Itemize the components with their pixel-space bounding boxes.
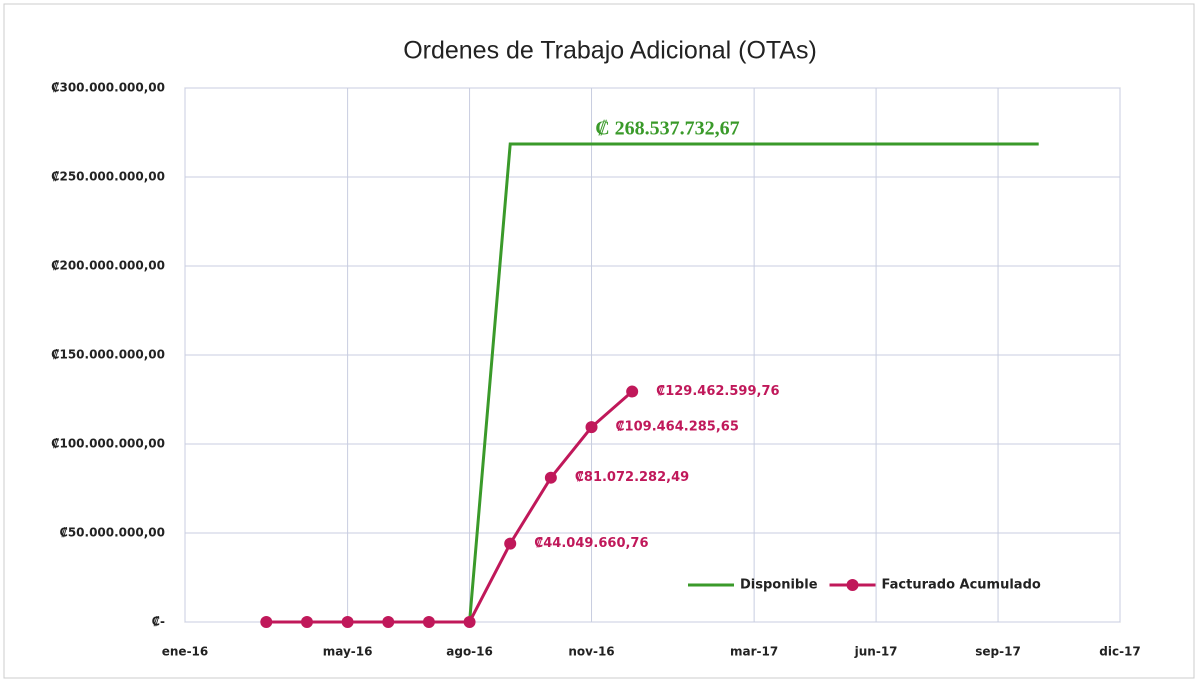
chart-title: Ordenes de Trabajo Adicional (OTAs) (403, 37, 817, 65)
point (260, 616, 273, 628)
x-tick-label: sep-17 (975, 645, 1021, 659)
point (544, 471, 557, 484)
point (382, 616, 395, 628)
x-tick-label: nov-16 (568, 645, 614, 659)
y-tick-label: ₡100.000.000,00 (51, 437, 165, 451)
chart-frame (3, 3, 1195, 679)
y-tick-label: ₡50.000.000,00 (59, 526, 165, 540)
legend-marker (846, 579, 859, 591)
point (626, 385, 639, 398)
y-tick-label: ₡300.000.000,00 (51, 81, 165, 95)
legend-label: Disponible (740, 578, 818, 593)
point (504, 537, 517, 550)
x-tick-label: jun-17 (854, 645, 898, 659)
point (585, 421, 598, 434)
data-label: ₡109.464.285,65 (616, 420, 739, 435)
x-tick-label: may-16 (323, 645, 373, 659)
y-tick-label: ₡- (152, 615, 165, 629)
point (422, 616, 435, 628)
series-line (468, 142, 1039, 623)
point (463, 616, 476, 628)
x-tick-label: dic-17 (1099, 645, 1141, 659)
x-tick-label: ene-16 (162, 645, 209, 659)
legend-label: Facturado Acumulado (882, 578, 1041, 593)
data-label: ₡129.462.599,76 (656, 384, 779, 399)
y-tick-label: ₡250.000.000,00 (51, 170, 165, 184)
point (341, 616, 354, 628)
point (300, 616, 313, 628)
series-line (266, 390, 634, 624)
x-tick-label: ago-16 (446, 645, 493, 659)
y-tick-label: ₡200.000.000,00 (51, 259, 165, 273)
x-tick-label: mar-17 (730, 645, 778, 659)
data-label: ₡81.072.282,49 (575, 470, 689, 485)
data-label: ₡ 268.537.732,67 (595, 118, 739, 140)
y-tick-label: ₡150.000.000,00 (51, 348, 165, 362)
data-label: ₡44.049.660,76 (534, 536, 648, 551)
